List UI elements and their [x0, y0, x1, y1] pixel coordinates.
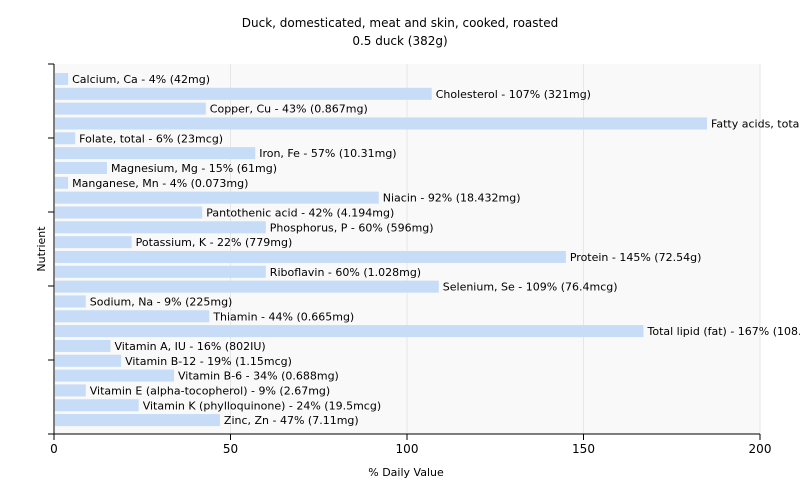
bar-5 — [55, 147, 256, 160]
bar-label-6: Magnesium, Mg - 15% (61mg) — [111, 162, 277, 175]
bar-2 — [55, 102, 206, 115]
bar-label-21: Vitamin E (alpha-tocopherol) - 9% (2.67m… — [90, 384, 330, 397]
bar-labels: Calcium, Ca - 4% (42mg) Cholesterol - 107… — [72, 73, 800, 427]
bar-label-0: Calcium, Ca - 4% (42mg) — [72, 73, 210, 86]
x-axis-title: % Daily Value — [368, 466, 444, 479]
bar-8 — [55, 191, 379, 204]
bar-label-4: Folate, total - 6% (23mcg) — [79, 132, 223, 145]
bar-10 — [55, 221, 266, 234]
bar-label-8: Niacin - 92% (18.432mg) — [383, 192, 521, 205]
bar-14 — [55, 280, 439, 293]
bar-19 — [55, 354, 122, 367]
bar-22 — [55, 399, 139, 412]
bar-17 — [55, 325, 644, 338]
bar-label-12: Protein - 145% (72.54g) — [570, 251, 702, 264]
chart-subtitle: 0.5 duck (382g) — [352, 34, 447, 48]
bar-11 — [55, 236, 132, 249]
y-axis-title: Nutrient — [35, 226, 48, 272]
bar-23 — [55, 414, 220, 427]
bar-label-5: Iron, Fe - 57% (10.31mg) — [259, 147, 396, 160]
bar-label-3: Fatty acids, total saturated - 185% (36.… — [711, 117, 800, 130]
x-tick-label-3: 150 — [572, 442, 595, 456]
bar-label-18: Vitamin A, IU - 16% (802IU) — [114, 340, 265, 353]
bar-label-23: Zinc, Zn - 47% (7.11mg) — [224, 414, 359, 427]
x-tick-label-4: 200 — [749, 442, 772, 456]
bar-label-10: Phosphorus, P - 60% (596mg) — [270, 221, 434, 234]
x-tick-label-0: 0 — [50, 442, 58, 456]
chart-title: Duck, domesticated, meat and skin, cooke… — [242, 16, 559, 30]
bar-21 — [55, 384, 86, 397]
bar-13 — [55, 265, 266, 278]
bar-label-7: Manganese, Mn - 4% (0.073mg) — [72, 177, 248, 190]
bar-label-14: Selenium, Se - 109% (76.4mcg) — [443, 281, 618, 294]
x-tick-label-2: 100 — [396, 442, 419, 456]
bar-label-2: Copper, Cu - 43% (0.867mg) — [210, 103, 368, 116]
bar-7 — [55, 176, 69, 189]
bar-label-22: Vitamin K (phylloquinone) - 24% (19.5mcg… — [143, 399, 381, 412]
bar-label-20: Vitamin B-6 - 34% (0.688mg) — [178, 370, 339, 383]
bar-9 — [55, 206, 203, 219]
bar-3 — [55, 117, 708, 130]
bar-4 — [55, 132, 76, 145]
bar-label-13: Riboflavin - 60% (1.028mg) — [270, 266, 421, 279]
bar-label-15: Sodium, Na - 9% (225mg) — [90, 295, 233, 308]
bar-0 — [55, 73, 69, 85]
bar-label-11: Potassium, K - 22% (779mg) — [136, 236, 293, 249]
bar-20 — [55, 369, 175, 382]
bars — [55, 73, 708, 427]
bar-label-1: Cholesterol - 107% (321mg) — [436, 88, 591, 101]
bar-label-9: Pantothenic acid - 42% (4.194mg) — [206, 206, 394, 219]
x-tick-label-1: 50 — [223, 442, 238, 456]
bar-1 — [55, 87, 432, 100]
bar-6 — [55, 161, 107, 174]
bar-label-16: Thiamin - 44% (0.665mg) — [212, 310, 354, 323]
bar-18 — [55, 339, 111, 352]
bar-label-17: Total lipid (fat) - 167% (108.30g) — [647, 325, 800, 338]
bar-label-19: Vitamin B-12 - 19% (1.15mcg) — [125, 355, 292, 368]
bar-16 — [55, 310, 210, 323]
bar-12 — [55, 250, 566, 263]
axes: 0 50 100 150 200 — [48, 63, 772, 456]
bar-15 — [55, 295, 86, 308]
